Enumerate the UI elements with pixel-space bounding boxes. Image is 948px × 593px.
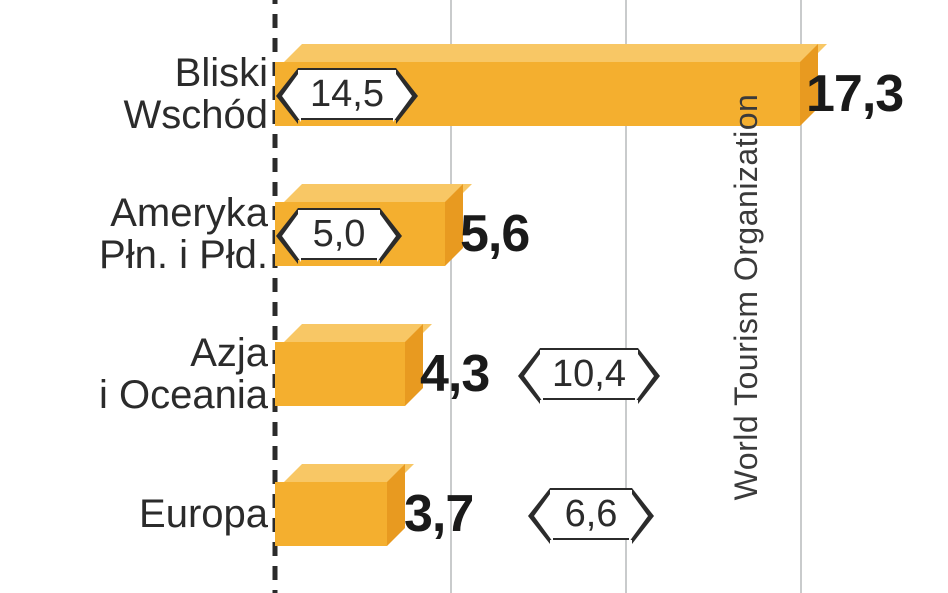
chart-row: Azja i Oceania10,44,3 (0, 342, 948, 406)
category-label: Ameryka Płn. i Płd. (99, 192, 268, 276)
chart-row: Ameryka Płn. i Płd.5,05,6 (0, 202, 948, 266)
chart-row: Europa 6,6 3,7 (0, 482, 948, 546)
hex-value: 6,6 (550, 488, 632, 540)
hex-value: 14,5 (298, 68, 396, 120)
hex-value: 10,4 (540, 348, 638, 400)
bar (275, 342, 405, 406)
chart-row: Bliski Wschód14,517,3 (0, 62, 948, 126)
bar-value-label: 17,3 (806, 64, 903, 124)
bar-value-label: 5,6 (460, 204, 529, 264)
source-credit: World Tourism Organization (728, 93, 765, 500)
bar-value-label: 4,3 (420, 344, 489, 404)
bar (275, 482, 387, 546)
bar-value-label: 3,7 (404, 484, 473, 544)
category-label: Europa (139, 493, 268, 535)
chart-viewport: Bliski Wschód 14,5 17,3 Ameryka Płn. i Płd.… (0, 0, 948, 593)
category-label: Bliski Wschód (124, 52, 269, 136)
category-label: Azja i Oceania (99, 332, 268, 416)
hex-value: 5,0 (298, 208, 380, 260)
